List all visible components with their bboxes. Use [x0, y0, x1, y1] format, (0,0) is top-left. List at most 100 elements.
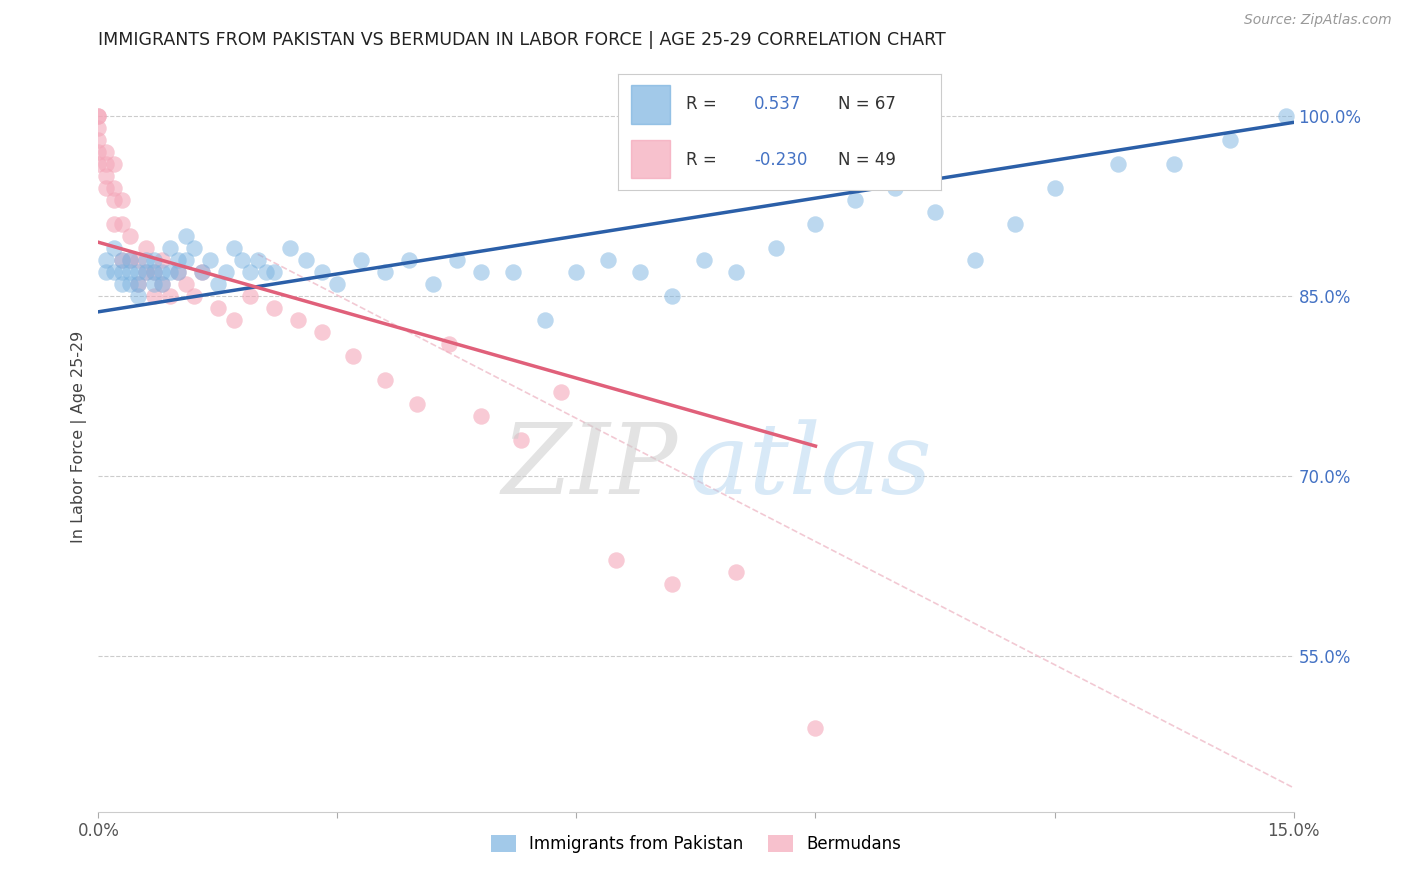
Point — [422, 277, 444, 292]
Point — [150, 265, 173, 279]
Point — [509, 433, 531, 447]
Point — [1274, 109, 1296, 123]
Point — [150, 277, 173, 292]
Point — [502, 265, 524, 279]
Point — [924, 205, 946, 219]
Point — [103, 265, 125, 279]
Point — [120, 265, 142, 279]
Point — [191, 265, 214, 279]
Point — [215, 265, 238, 279]
Point — [231, 253, 253, 268]
Point — [96, 157, 118, 171]
Point — [87, 109, 110, 123]
Point — [96, 265, 118, 279]
Point — [374, 265, 396, 279]
Text: atlas: atlas — [690, 419, 932, 515]
Point — [207, 277, 229, 292]
Point — [96, 145, 118, 160]
Point — [326, 277, 349, 292]
Point — [207, 301, 229, 316]
Point — [446, 253, 468, 268]
Text: ZIP: ZIP — [502, 419, 678, 515]
Point — [263, 265, 285, 279]
Point — [143, 265, 166, 279]
Point — [159, 289, 181, 303]
Point — [246, 253, 269, 268]
Point — [96, 181, 118, 195]
Point — [127, 265, 149, 279]
Point — [159, 241, 181, 255]
Point — [804, 721, 827, 735]
Point — [263, 301, 285, 316]
Point — [239, 265, 262, 279]
Point — [103, 194, 125, 208]
Point — [174, 253, 197, 268]
Text: Source: ZipAtlas.com: Source: ZipAtlas.com — [1244, 13, 1392, 28]
Point — [103, 181, 125, 195]
Point — [135, 241, 157, 255]
Point — [174, 277, 197, 292]
Point — [103, 157, 125, 171]
Y-axis label: In Labor Force | Age 25-29: In Labor Force | Age 25-29 — [72, 331, 87, 543]
Point — [804, 217, 827, 231]
Point — [103, 217, 125, 231]
Point — [294, 253, 316, 268]
Point — [120, 277, 142, 292]
Point — [143, 265, 166, 279]
Point — [1219, 133, 1241, 147]
Point — [127, 289, 149, 303]
Point — [254, 265, 277, 279]
Point — [183, 241, 205, 255]
Point — [470, 409, 492, 423]
Point — [222, 313, 245, 327]
Point — [311, 265, 333, 279]
Point — [174, 229, 197, 244]
Point — [884, 181, 907, 195]
Point — [150, 277, 173, 292]
Point — [191, 265, 214, 279]
Point — [628, 265, 651, 279]
Point — [111, 194, 134, 208]
Point — [374, 373, 396, 387]
Point — [87, 121, 110, 136]
Point — [661, 577, 683, 591]
Point — [693, 253, 716, 268]
Point — [143, 253, 166, 268]
Point — [167, 253, 190, 268]
Point — [120, 253, 142, 268]
Point — [127, 277, 149, 292]
Point — [150, 253, 173, 268]
Point — [311, 325, 333, 339]
Point — [398, 253, 420, 268]
Point — [1004, 217, 1026, 231]
Point — [661, 289, 683, 303]
Point — [470, 265, 492, 279]
Point — [350, 253, 373, 268]
Point — [167, 265, 190, 279]
Point — [87, 157, 110, 171]
Point — [1163, 157, 1185, 171]
Point — [120, 229, 142, 244]
Legend: Immigrants from Pakistan, Bermudans: Immigrants from Pakistan, Bermudans — [484, 828, 908, 860]
Point — [565, 265, 588, 279]
Point — [87, 145, 110, 160]
Point — [167, 265, 190, 279]
Point — [198, 253, 221, 268]
Point — [143, 289, 166, 303]
Point — [96, 253, 118, 268]
Point — [406, 397, 429, 411]
Point — [963, 253, 986, 268]
Point — [159, 265, 181, 279]
Point — [103, 241, 125, 255]
Point — [239, 289, 262, 303]
Point — [222, 241, 245, 255]
Point — [127, 277, 149, 292]
Point — [111, 217, 134, 231]
Point — [135, 253, 157, 268]
Point — [1043, 181, 1066, 195]
Point — [1107, 157, 1129, 171]
Point — [135, 265, 157, 279]
Point — [143, 277, 166, 292]
Point — [111, 253, 134, 268]
Point — [550, 385, 572, 400]
